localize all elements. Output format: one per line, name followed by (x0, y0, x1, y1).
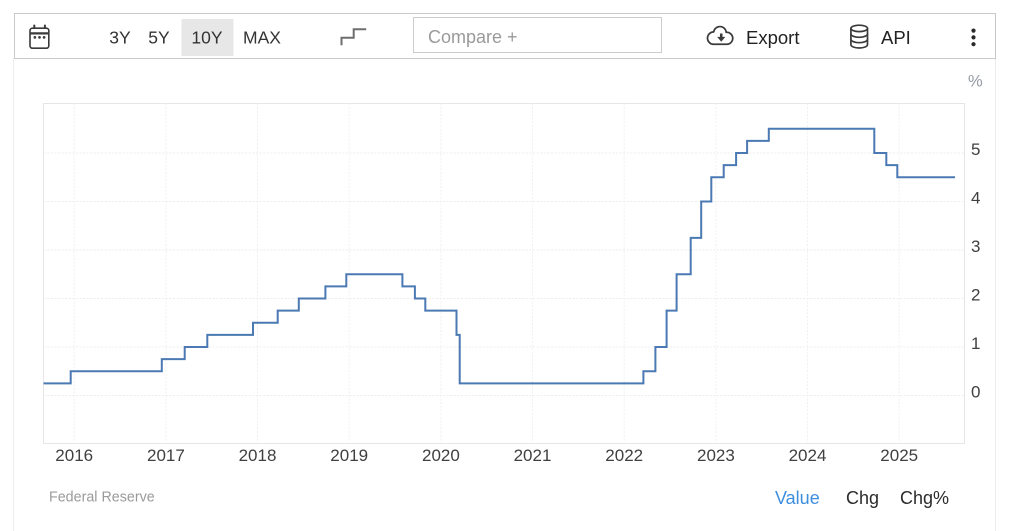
svg-text:0: 0 (971, 383, 980, 402)
svg-text:2023: 2023 (697, 446, 735, 465)
svg-text:5: 5 (971, 140, 980, 159)
svg-text:Chg: Chg (846, 488, 879, 508)
svg-text:Federal Reserve: Federal Reserve (49, 490, 155, 506)
svg-text:%: % (968, 73, 983, 91)
svg-text:2020: 2020 (422, 446, 460, 465)
svg-text:Value: Value (775, 488, 820, 508)
svg-text:5Y: 5Y (148, 28, 170, 48)
svg-text:MAX: MAX (243, 28, 281, 48)
svg-text:3: 3 (971, 237, 980, 256)
svg-text:10Y: 10Y (191, 28, 222, 48)
svg-text:1: 1 (971, 334, 980, 353)
svg-text:2024: 2024 (789, 446, 827, 465)
svg-text:4: 4 (971, 189, 980, 208)
svg-text:3Y: 3Y (109, 28, 131, 48)
svg-text:Compare +: Compare + (428, 27, 518, 47)
svg-text:Export: Export (746, 27, 799, 48)
svg-text:2: 2 (971, 286, 980, 305)
svg-text:API: API (881, 27, 911, 48)
svg-text:2019: 2019 (330, 446, 368, 465)
svg-text:2017: 2017 (147, 446, 185, 465)
svg-text:2025: 2025 (880, 446, 918, 465)
svg-text:Chg%: Chg% (900, 488, 949, 508)
svg-text:2016: 2016 (55, 446, 93, 465)
svg-text:2022: 2022 (605, 446, 643, 465)
svg-text:2021: 2021 (514, 446, 552, 465)
svg-text:2018: 2018 (239, 446, 277, 465)
